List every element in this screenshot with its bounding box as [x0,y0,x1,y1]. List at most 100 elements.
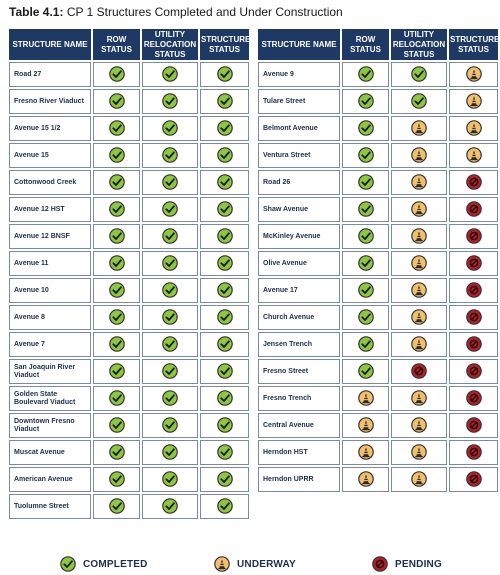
check-icon [108,363,125,380]
utility-status-cell [391,224,447,249]
header-structure-name: STRUCTURE NAME [9,29,91,60]
check-icon [216,201,233,218]
structure-status-cell [449,170,498,195]
check-icon [162,309,178,326]
table-row: Tuolumne Street [9,494,249,519]
header-row-status: ROW STATUS [342,29,389,60]
utility-status-cell [142,116,198,141]
table-row: Olive Avenue [258,251,498,276]
structure-status-cell [200,386,249,411]
table-row: Avenue 12 BNSF [9,224,249,249]
utility-status-cell [142,224,198,249]
table-row: Ventura Street [258,143,498,168]
table-row: McKinley Avenue [258,224,498,249]
check-icon [162,363,178,380]
utility-status-cell [142,386,198,411]
check-icon [216,93,233,110]
utility-status-cell [391,278,447,303]
structure-status-cell [200,197,249,222]
structure-status-cell [200,440,249,465]
structure-status-cell [200,278,249,303]
table-row: Avenue 10 [9,278,249,303]
stop-icon [465,417,482,434]
row-status-cell [342,89,389,114]
structure-name: Avenue 12 BNSF [9,224,91,249]
structures-table-right: STRUCTURE NAME ROW STATUS UTILITY RELOCA… [256,27,500,494]
row-status-cell [93,278,140,303]
row-status-cell [93,251,140,276]
construction-cone-icon [357,471,374,488]
structure-name: Muscat Avenue [9,440,91,465]
structure-status-cell [200,143,249,168]
check-icon [216,255,233,272]
structure-status-cell [200,116,249,141]
structure-name: Avenue 10 [9,278,91,303]
stop-icon [465,471,482,488]
structure-status-cell [449,89,498,114]
check-icon [162,120,178,137]
structure-status-cell [200,89,249,114]
structure-name: Herndon UPRR [258,467,340,492]
structure-name: Olive Avenue [258,251,340,276]
construction-cone-icon [465,147,482,164]
construction-cone-icon [411,120,427,137]
check-icon [108,309,125,326]
construction-cone-icon [411,336,427,353]
utility-status-cell [142,494,198,519]
table-row: Road 26 [258,170,498,195]
table-body-left: Road 27 Fresno River Viaduct Avenue 15 1/2… [9,62,249,519]
utility-status-cell [142,89,198,114]
legend-underway: UNDERWAY [214,556,296,572]
structure-name: McKinley Avenue [258,224,340,249]
table-row: Road 27 [9,62,249,87]
structure-status-cell [449,359,498,384]
table-row: San Joaquin River Viaduct [9,359,249,384]
row-status-cell [342,143,389,168]
structure-status-cell [449,305,498,330]
row-status-cell [342,305,389,330]
check-icon [216,120,233,137]
utility-status-cell [391,359,447,384]
table-row: American Avenue [9,467,249,492]
row-status-cell [93,413,140,438]
row-status-cell [342,440,389,465]
check-icon [108,282,125,299]
utility-status-cell [142,305,198,330]
row-status-cell [93,116,140,141]
table-row: Avenue 7 [9,332,249,357]
check-icon [108,498,125,515]
utility-status-cell [142,170,198,195]
row-status-cell [342,413,389,438]
structure-status-cell [449,224,498,249]
structure-name: Avenue 7 [9,332,91,357]
stop-icon [465,201,482,218]
structure-name: Tuolumne Street [9,494,91,519]
check-icon [108,471,125,488]
row-status-cell [342,197,389,222]
check-icon [357,66,374,83]
row-status-cell [93,332,140,357]
row-status-cell [93,386,140,411]
construction-cone-icon [411,174,427,191]
construction-cone-icon [214,556,230,572]
check-icon [60,556,76,572]
header-structure-status: STRUCTURE STATUS [449,29,499,60]
check-icon [411,93,427,110]
structure-name: Tulare Street [258,89,340,114]
legend-pending-label: PENDING [395,558,442,570]
check-icon [108,147,125,164]
check-icon [357,363,374,380]
check-icon [357,336,374,353]
structure-status-cell [200,332,249,357]
row-status-cell [93,197,140,222]
utility-status-cell [142,197,198,222]
table-row: Herndon HST [258,440,498,465]
structure-status-cell [449,332,498,357]
check-icon [162,471,178,488]
check-icon [216,498,233,515]
structure-status-cell [200,62,249,87]
utility-status-cell [142,413,198,438]
structure-status-cell [449,116,498,141]
table-row: Fresno Street [258,359,498,384]
structure-name: Herndon HST [258,440,340,465]
